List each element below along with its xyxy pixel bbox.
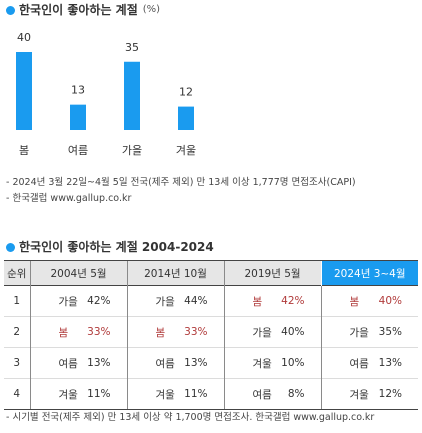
season-name: 여름	[155, 357, 175, 370]
season-name: 가을	[155, 295, 175, 308]
season-percent: 42%	[87, 295, 111, 307]
season-cell: 여름 13%	[29, 347, 127, 379]
bar-value-label: 35	[125, 41, 139, 54]
season-name: 봄	[349, 295, 360, 308]
table-title: 한국인이 좋아하는 계절 2004-2024	[6, 240, 214, 254]
season-percent: 33%	[87, 326, 111, 338]
season-cell: 봄 33%	[126, 316, 224, 348]
season-percent: 8%	[287, 388, 305, 400]
bar	[124, 61, 140, 130]
table-row: 2 봄 33% 봄 33% 가을 40% 가을 35%	[4, 316, 418, 348]
season-cell: 가을 40%	[223, 316, 321, 348]
season-name: 가을	[349, 326, 369, 339]
season-cell: 가을 42%	[29, 285, 127, 317]
season-percent: 40%	[281, 326, 305, 338]
season-percent: 13%	[87, 357, 111, 369]
season-name: 봄	[155, 326, 166, 339]
rank-cell: 4	[4, 378, 30, 410]
season-percent: 13%	[378, 357, 402, 369]
season-cell: 여름 8%	[223, 378, 321, 410]
season-cell: 겨울 11%	[29, 378, 127, 410]
table-header-row: 순위 2004년 5월 2014년 10월 2019년 5월 2024년 3~4…	[4, 260, 418, 286]
season-name: 봄	[252, 295, 263, 308]
table-title-text: 한국인이 좋아하는 계절 2004-2024	[19, 240, 214, 254]
bar	[178, 106, 194, 130]
bar-chart: 40 봄 13 여름 35 가을 12 겨울	[16, 31, 196, 157]
season-percent: 40%	[378, 295, 402, 307]
season-cell: 봄 33%	[29, 316, 127, 348]
season-name: 겨울	[349, 388, 369, 401]
season-name: 봄	[58, 326, 69, 339]
table-row: 4 겨울 11% 겨울 11% 여름 8% 겨울 12%	[4, 378, 418, 410]
season-percent: 33%	[184, 326, 208, 338]
season-name: 겨울	[58, 388, 78, 401]
rank-cell: 3	[4, 347, 30, 379]
chart-title-text: 한국인이 좋아하는 계절	[19, 3, 138, 17]
bullet-dot-icon	[6, 5, 15, 15]
category-label: 가을	[122, 144, 142, 157]
source-note: - 한국갤럽 www.gallup.co.kr	[6, 193, 132, 204]
season-cell: 봄 42%	[223, 285, 321, 317]
season-cell: 여름 13%	[126, 347, 224, 379]
rank-cell: 1	[4, 285, 30, 317]
season-percent: 11%	[87, 388, 111, 400]
season-name: 가을	[58, 295, 78, 308]
season-name: 가을	[252, 326, 272, 339]
season-cell: 가을 35%	[320, 316, 418, 348]
season-percent: 11%	[184, 388, 208, 400]
season-cell: 겨울 11%	[126, 378, 224, 410]
season-cell: 겨울 12%	[320, 378, 418, 410]
footer-note: - 시기별 전국(제주 제외) 만 13세 이상 약 1,700명 면접조사. …	[6, 412, 375, 423]
season-cell: 가을 44%	[126, 285, 224, 317]
bar	[70, 104, 86, 130]
season-name: 여름	[349, 357, 369, 370]
category-label: 여름	[68, 144, 88, 157]
chart-title: 한국인이 좋아하는 계절 (%)	[6, 3, 160, 17]
season-percent: 10%	[281, 357, 305, 369]
category-label: 봄	[19, 144, 29, 157]
season-percent: 12%	[378, 388, 402, 400]
season-name: 겨울	[155, 388, 175, 401]
season-name: 겨울	[252, 357, 272, 370]
header-2014: 2014년 10월	[126, 260, 224, 286]
season-percent: 44%	[184, 295, 208, 307]
bar-value-label: 13	[71, 84, 85, 97]
season-ranking-table: 순위 2004년 5월 2014년 10월 2019년 5월 2024년 3~4…	[4, 260, 418, 410]
bar-value-label: 12	[179, 86, 193, 99]
table-row: 1 가을 42% 가을 44% 봄 42% 봄 40%	[4, 285, 418, 317]
bullet-dot-icon	[6, 242, 15, 252]
survey-note: - 2024년 3월 22일~4월 5일 전국(제주 제외) 만 13세 이상 …	[6, 177, 356, 188]
header-2024: 2024년 3~4월	[320, 260, 418, 286]
season-cell: 여름 13%	[320, 347, 418, 379]
rank-cell: 2	[4, 316, 30, 348]
header-2004: 2004년 5월	[29, 260, 127, 286]
category-label: 겨울	[176, 144, 196, 157]
season-name: 여름	[58, 357, 78, 370]
season-percent: 35%	[378, 326, 402, 338]
season-cell: 봄 40%	[320, 285, 418, 317]
season-cell: 겨울 10%	[223, 347, 321, 379]
header-rank: 순위	[4, 260, 30, 286]
table-row: 3 여름 13% 여름 13% 겨울 10% 여름 13%	[4, 347, 418, 379]
header-2019: 2019년 5월	[223, 260, 321, 286]
bar-value-label: 40	[17, 31, 31, 44]
chart-unit: (%)	[142, 4, 161, 15]
season-name: 여름	[252, 388, 272, 401]
season-percent: 42%	[281, 295, 305, 307]
bar	[16, 52, 32, 130]
season-percent: 13%	[184, 357, 208, 369]
